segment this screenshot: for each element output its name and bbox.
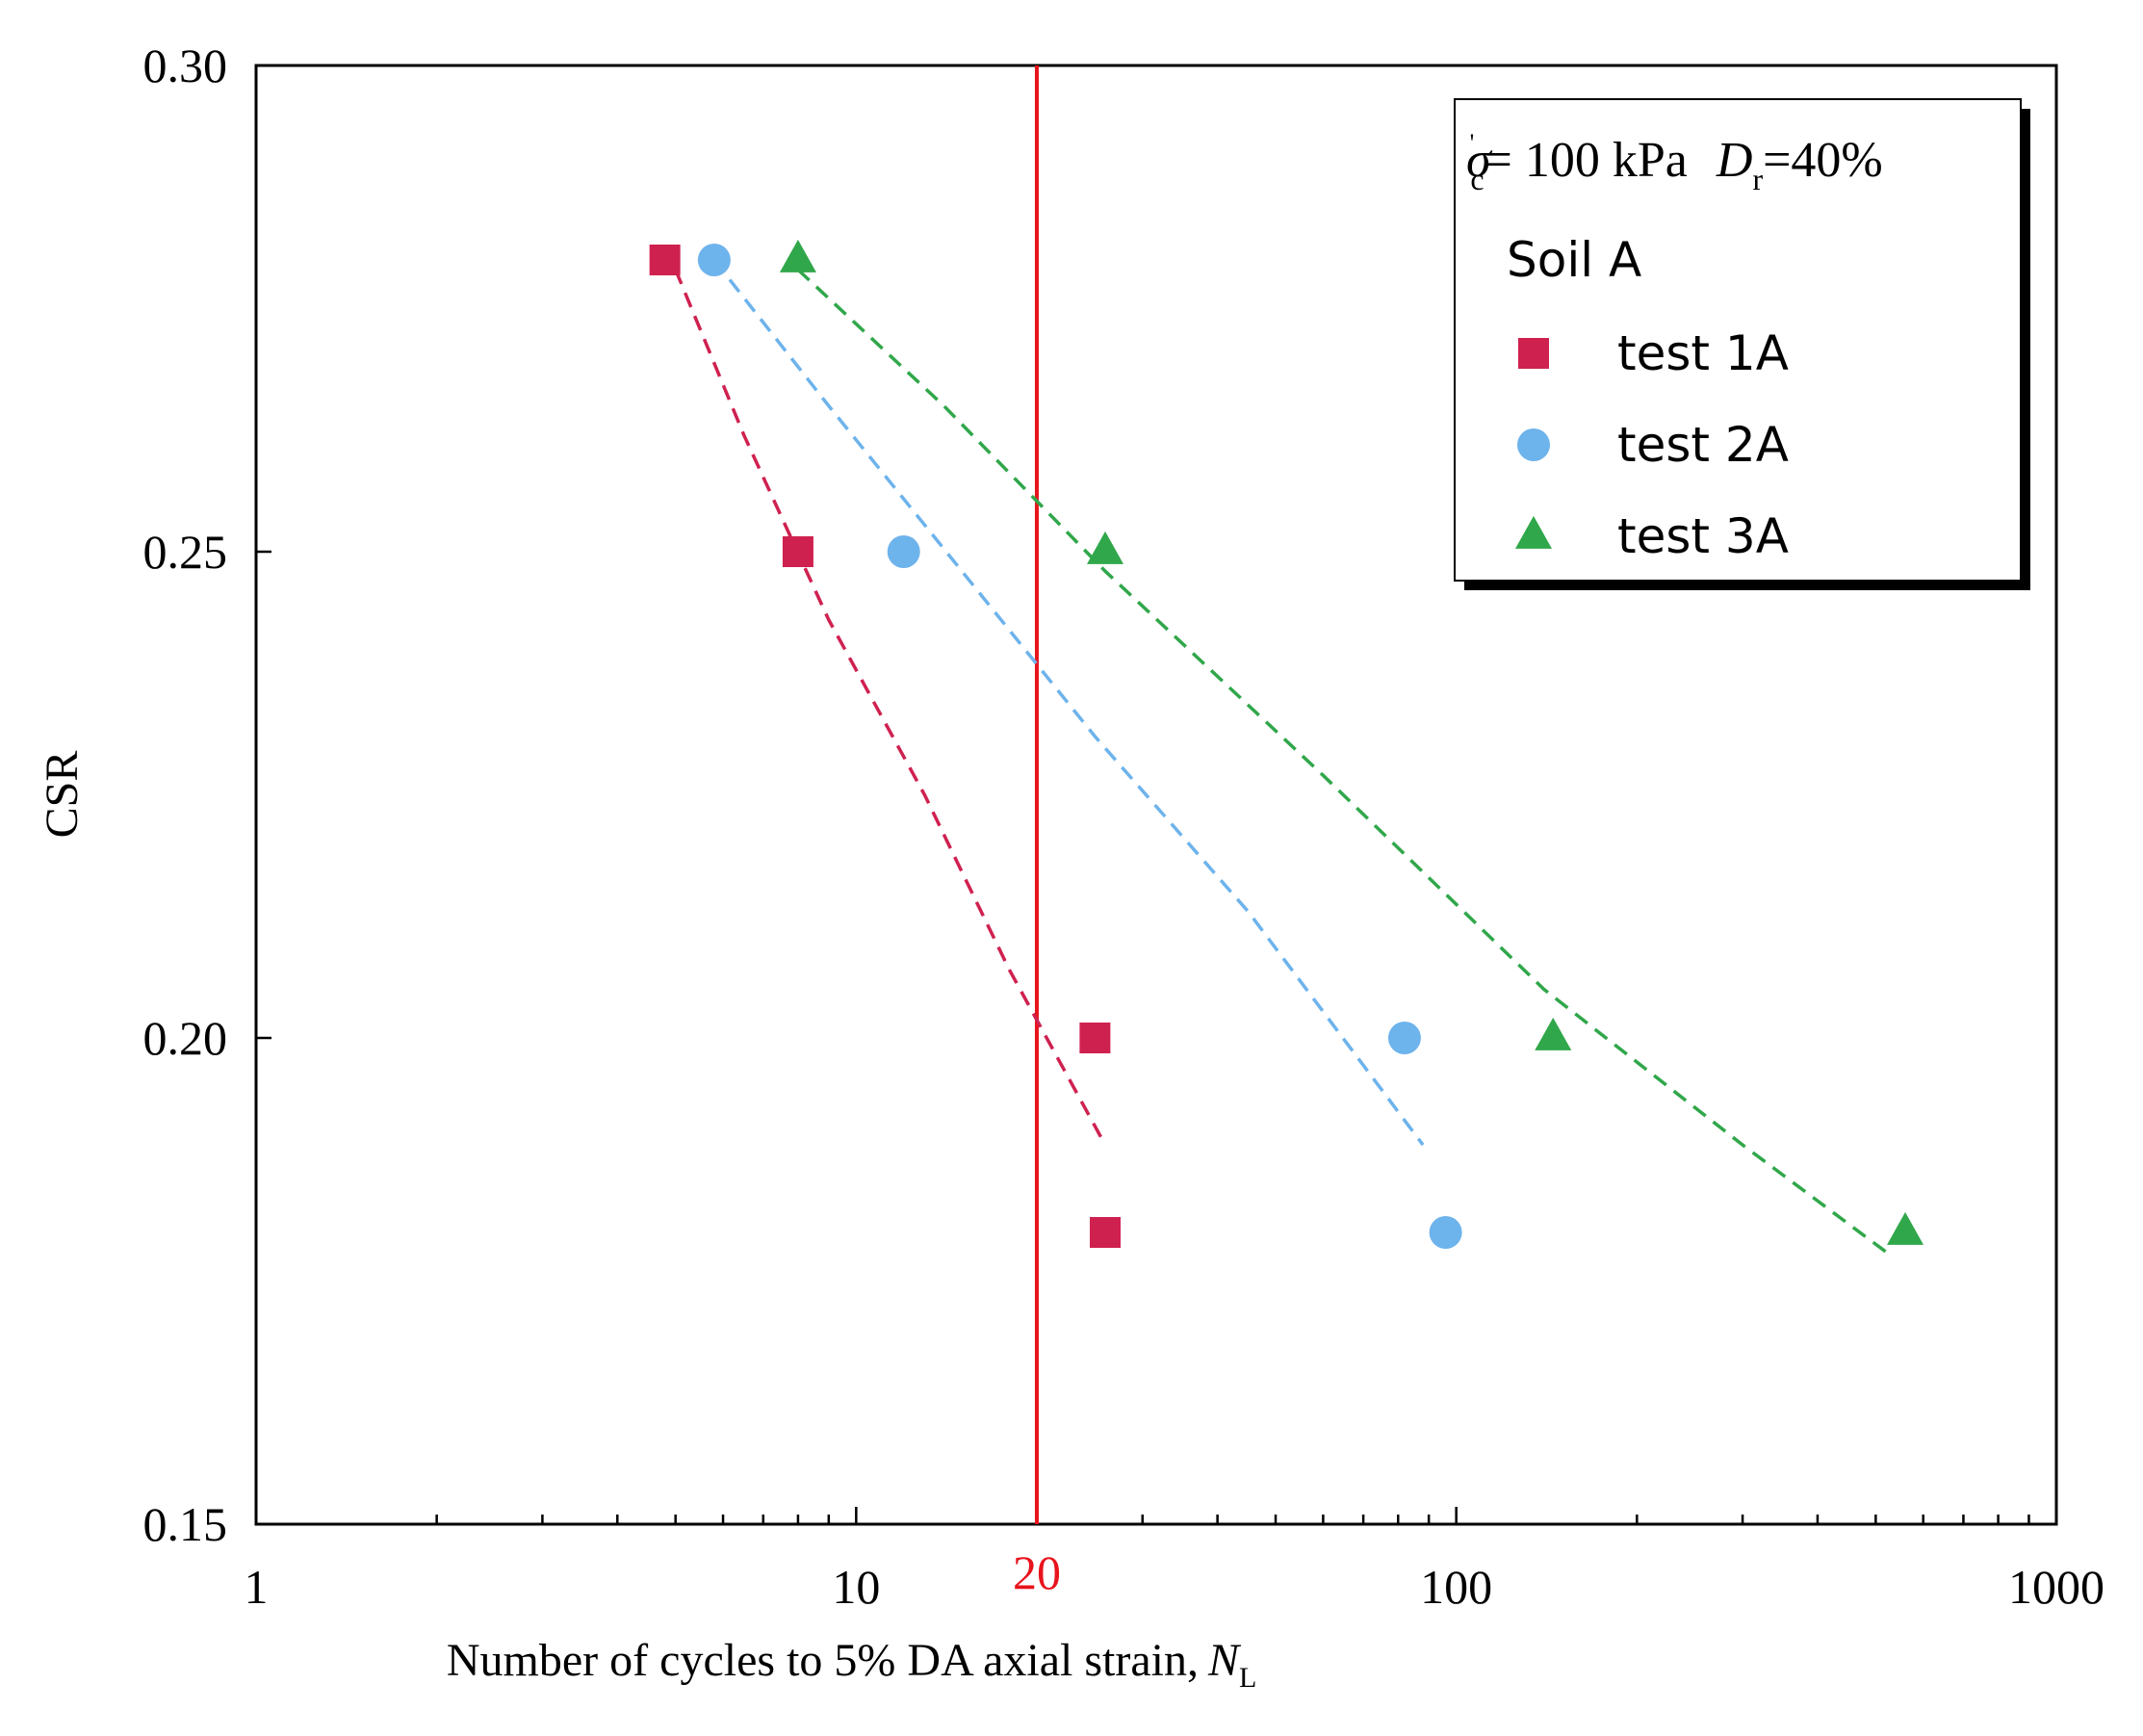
data-point-test-3a xyxy=(779,239,816,272)
legend-marker-test-1a xyxy=(1518,338,1549,369)
y-tick-label: 0.15 xyxy=(143,1497,228,1551)
data-point-test-2a xyxy=(697,244,731,276)
trend-line-test-3a xyxy=(796,268,1888,1254)
legend-group-title: Soil A xyxy=(1507,232,1641,288)
x-axis-label-sub: L xyxy=(1239,1662,1256,1694)
legend-label-test-1a: test 1A xyxy=(1617,325,1789,381)
data-point-test-2a xyxy=(1429,1216,1462,1249)
x-axis-label-text: Number of cycles to 5% DA axial strain, xyxy=(447,1635,1199,1686)
legend-label-test-3a: test 3A xyxy=(1617,508,1789,564)
data-point-test-2a xyxy=(1387,1022,1421,1054)
x-tick-label: 10 xyxy=(832,1560,880,1614)
y-tick-label: 0.30 xyxy=(143,39,228,92)
plot-frame xyxy=(254,64,2058,1526)
trend-line-test-2a xyxy=(712,258,1425,1147)
data-point-test-1a xyxy=(649,245,681,275)
tick-labels: 1 10 100 1000 0.15 0.20 0.25 0.30 xyxy=(143,39,2105,1614)
data-point-test-3a xyxy=(1535,1017,1572,1050)
legend-condition: σ' c= 100 kPa Dr=40% xyxy=(1466,129,1883,196)
axis-ticks xyxy=(254,64,2030,1526)
reference-line-group: 20 xyxy=(1013,65,1061,1599)
legend-marker-test-2a xyxy=(1517,428,1550,461)
x-tick-label: 1 xyxy=(245,1560,269,1614)
y-axis-label: CSR xyxy=(37,751,88,839)
data-point-test-1a xyxy=(1079,1023,1111,1053)
legend-items: test 1A test 2A test 3A xyxy=(1515,325,1789,564)
x-tick-label: 1000 xyxy=(2008,1560,2104,1614)
legend-marker-test-3a xyxy=(1515,515,1552,549)
trend-lines xyxy=(674,258,1888,1254)
x-tick-label: 100 xyxy=(1420,1560,1492,1614)
legend: σ' c= 100 kPa Dr=40% Soil A test 1A test 2A… xyxy=(1454,98,2030,590)
legend-label-test-2a: test 2A xyxy=(1617,417,1789,473)
reference-line-label: 20 xyxy=(1013,1545,1061,1599)
data-point-test-1a xyxy=(782,536,813,567)
data-point-test-2a xyxy=(887,535,920,568)
trend-line-test-1a xyxy=(674,269,1107,1146)
x-axis-label: Number of cycles to 5% DA axial strain, xyxy=(447,1635,1199,1686)
y-tick-label: 0.20 xyxy=(143,1011,228,1065)
y-tick-label: 0.25 xyxy=(143,525,228,579)
data-markers xyxy=(649,239,1924,1249)
data-point-test-3a xyxy=(1087,531,1123,564)
x-axis-label-var: NL xyxy=(1207,1635,1256,1694)
data-point-test-1a xyxy=(1090,1217,1121,1248)
data-point-test-3a xyxy=(1887,1211,1924,1245)
